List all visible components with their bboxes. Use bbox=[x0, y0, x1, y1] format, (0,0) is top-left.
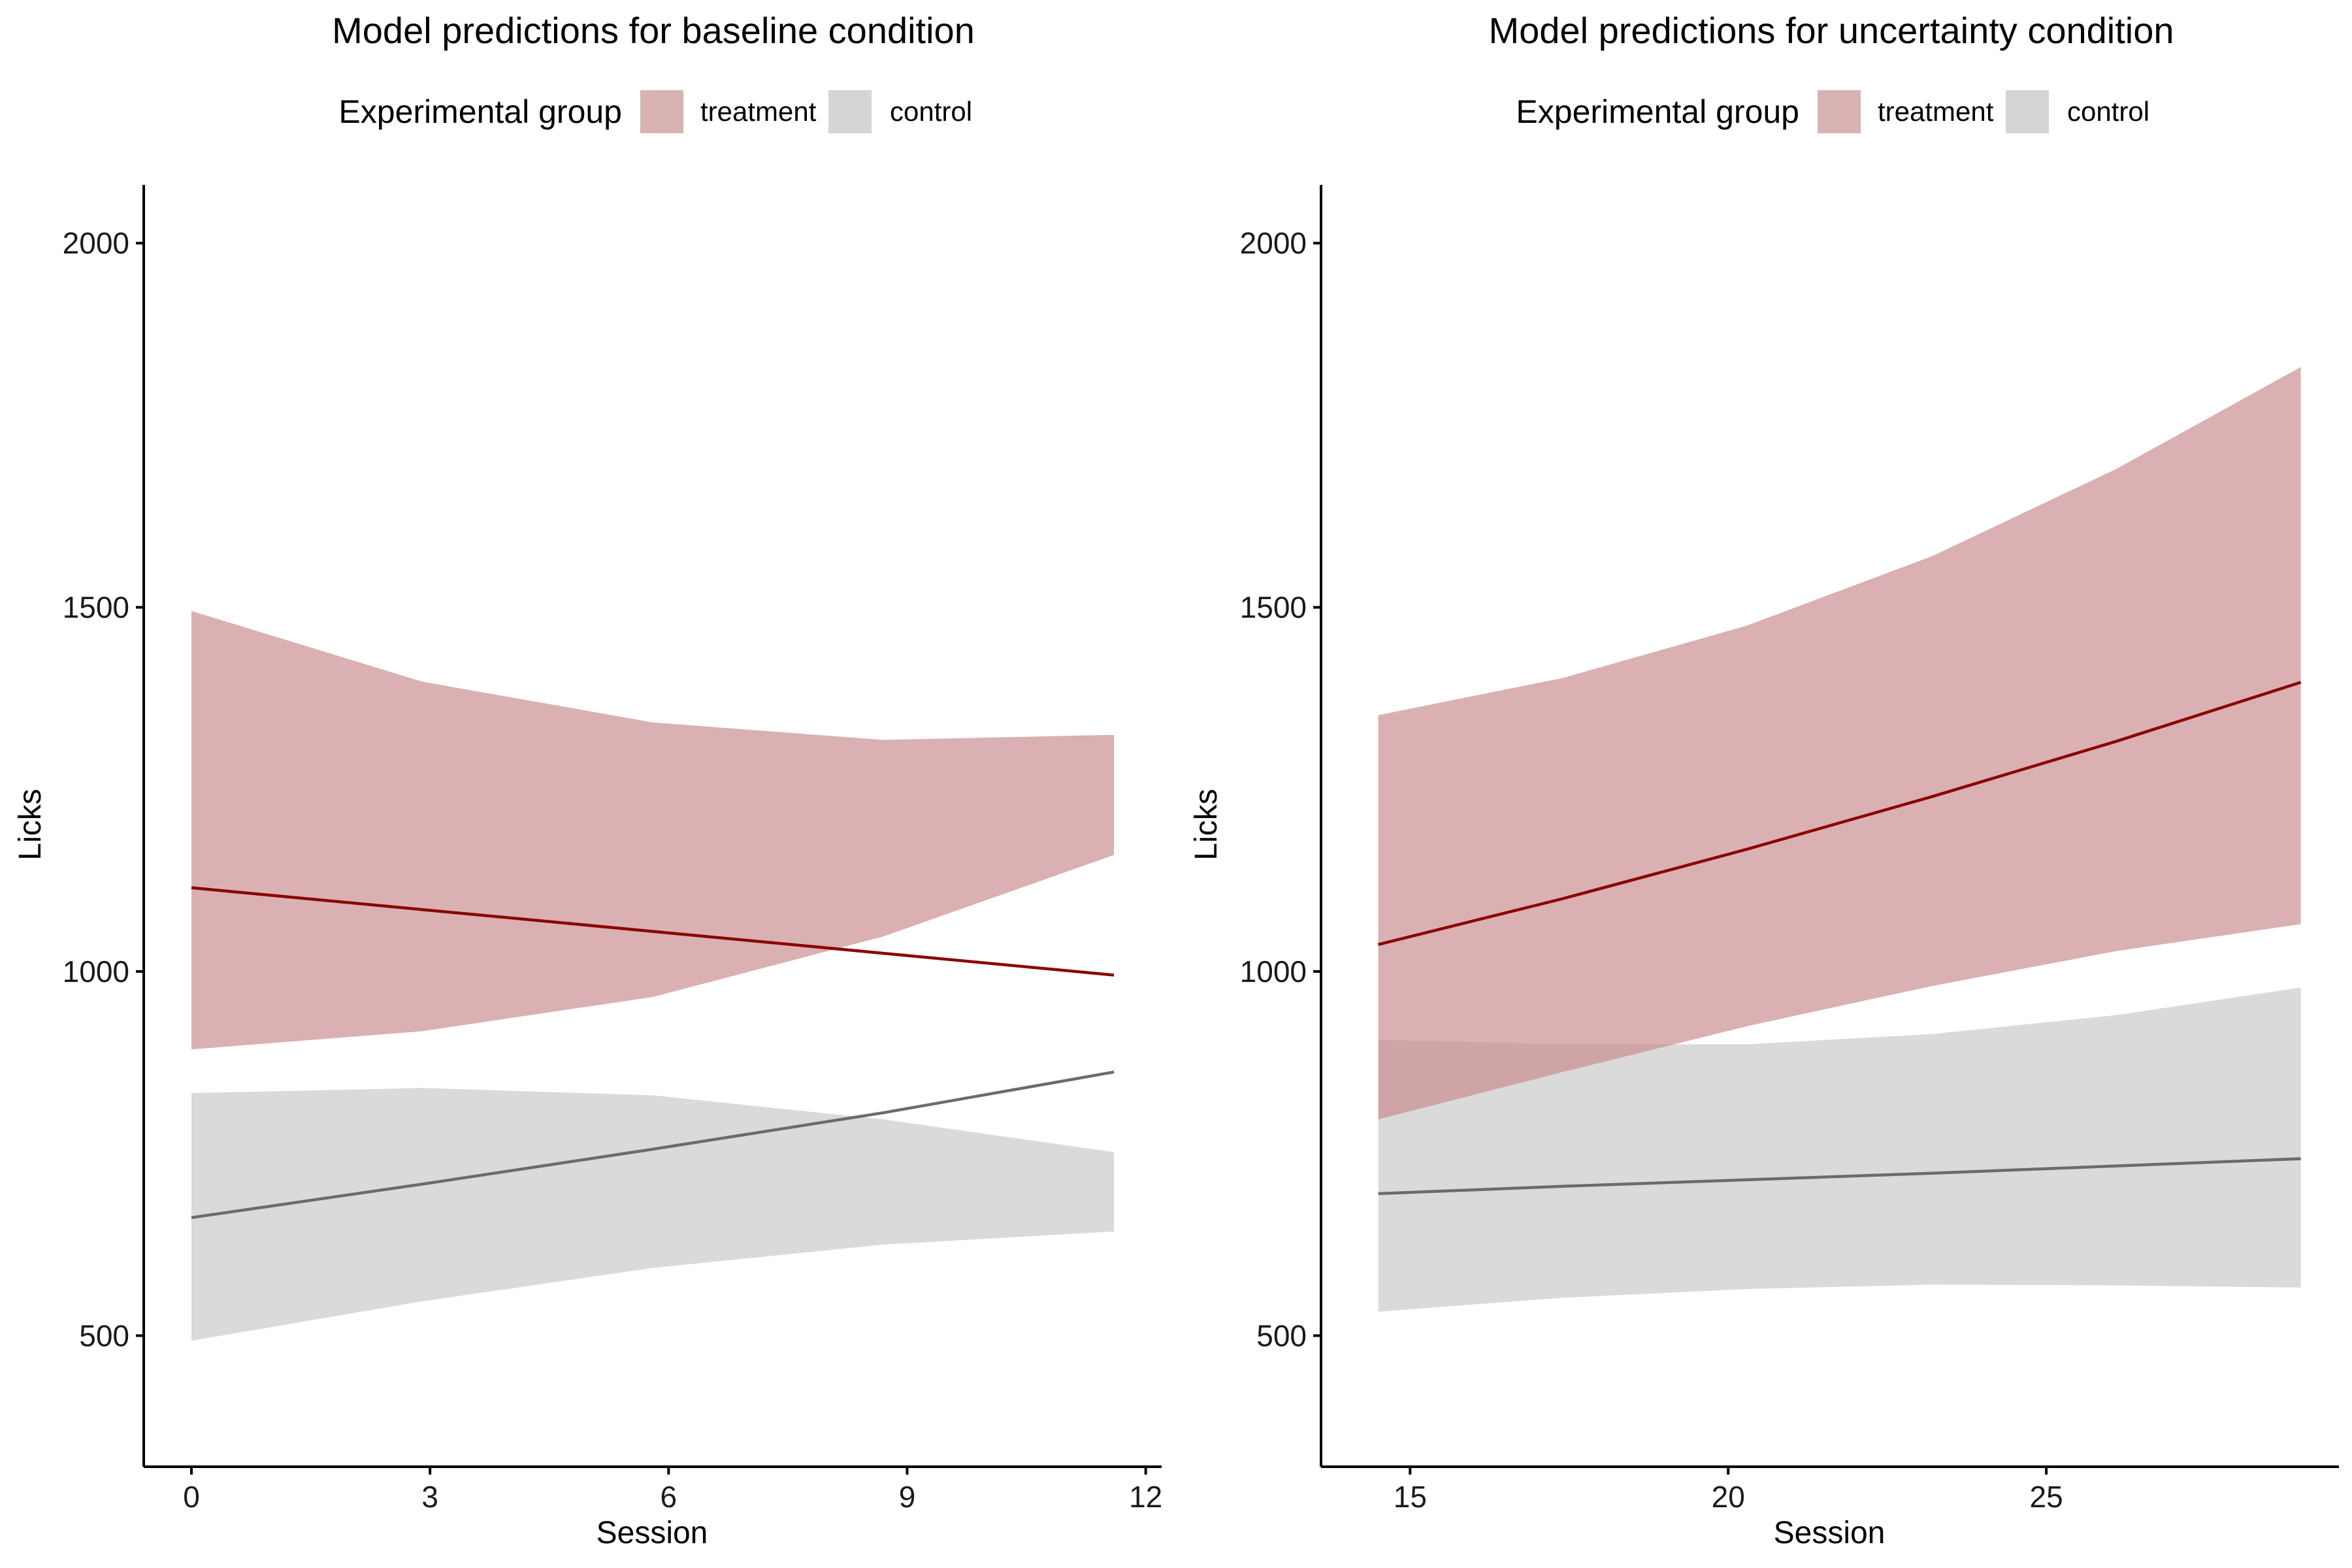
panel-title: Model predictions for uncertainty condit… bbox=[1488, 10, 2174, 51]
x-tick-label: 9 bbox=[899, 1480, 916, 1514]
confidence-ribbon-control bbox=[191, 1088, 1114, 1341]
baseline-panel: Model predictions for baseline condition… bbox=[13, 10, 1162, 1550]
prediction-line-control bbox=[1378, 1157, 2301, 1196]
x-axis-title: Session bbox=[596, 1516, 708, 1550]
legend-key-control bbox=[2006, 90, 2049, 133]
x-tick-label: 6 bbox=[661, 1480, 678, 1514]
y-tick-label: 500 bbox=[79, 1318, 129, 1352]
legend-key-treatment bbox=[1818, 90, 1861, 133]
legend-label-treatment: treatment bbox=[1878, 96, 1994, 127]
prediction-line-control bbox=[191, 1070, 1115, 1219]
y-tick-label: 1500 bbox=[1240, 591, 1307, 625]
legend: Experimental group treatment control bbox=[1516, 90, 2149, 133]
y-tick-label: 2000 bbox=[63, 226, 129, 260]
uncertainty-panel: Model predictions for uncertainty condit… bbox=[1189, 10, 2339, 1550]
legend-title: Experimental group bbox=[338, 93, 622, 130]
prediction-line-treatment bbox=[1378, 681, 2302, 946]
legend-label-control: control bbox=[890, 96, 972, 127]
y-tick-label: 1500 bbox=[63, 591, 129, 625]
legend-key-treatment bbox=[640, 90, 683, 133]
plot-area: 500 1000 1500 2000 0 3 6 9 12 bbox=[63, 185, 1162, 1514]
x-tick-label: 12 bbox=[1129, 1480, 1162, 1514]
x-tick-label: 20 bbox=[1712, 1480, 1745, 1514]
y-tick-label: 1000 bbox=[63, 955, 129, 988]
prediction-line-treatment bbox=[191, 886, 1115, 977]
x-tick-label: 0 bbox=[183, 1480, 200, 1514]
plot-area: 500 1000 1500 2000 15 20 25 bbox=[1240, 185, 2339, 1514]
x-tick-label: 3 bbox=[421, 1480, 438, 1514]
confidence-ribbon-control bbox=[1378, 987, 2301, 1312]
legend-label-control: control bbox=[2067, 96, 2149, 127]
legend: Experimental group treatment control bbox=[338, 90, 972, 133]
x-tick-label: 15 bbox=[1394, 1480, 1427, 1514]
y-tick-label: 2000 bbox=[1240, 226, 1307, 260]
legend-key-control bbox=[828, 90, 872, 133]
confidence-ribbon-treatment bbox=[191, 611, 1114, 1050]
y-axis-title: Licks bbox=[1189, 789, 1224, 860]
y-tick-label: 1000 bbox=[1240, 955, 1307, 988]
panel-title: Model predictions for baseline condition bbox=[332, 10, 975, 51]
legend-label-treatment: treatment bbox=[700, 96, 817, 127]
y-tick-label: 500 bbox=[1256, 1318, 1307, 1352]
confidence-ribbon-treatment bbox=[1378, 367, 2301, 1120]
legend-title: Experimental group bbox=[1516, 93, 1799, 130]
y-axis-title: Licks bbox=[13, 789, 48, 860]
x-tick-label: 25 bbox=[2029, 1480, 2063, 1514]
x-axis-title: Session bbox=[1774, 1516, 1886, 1550]
